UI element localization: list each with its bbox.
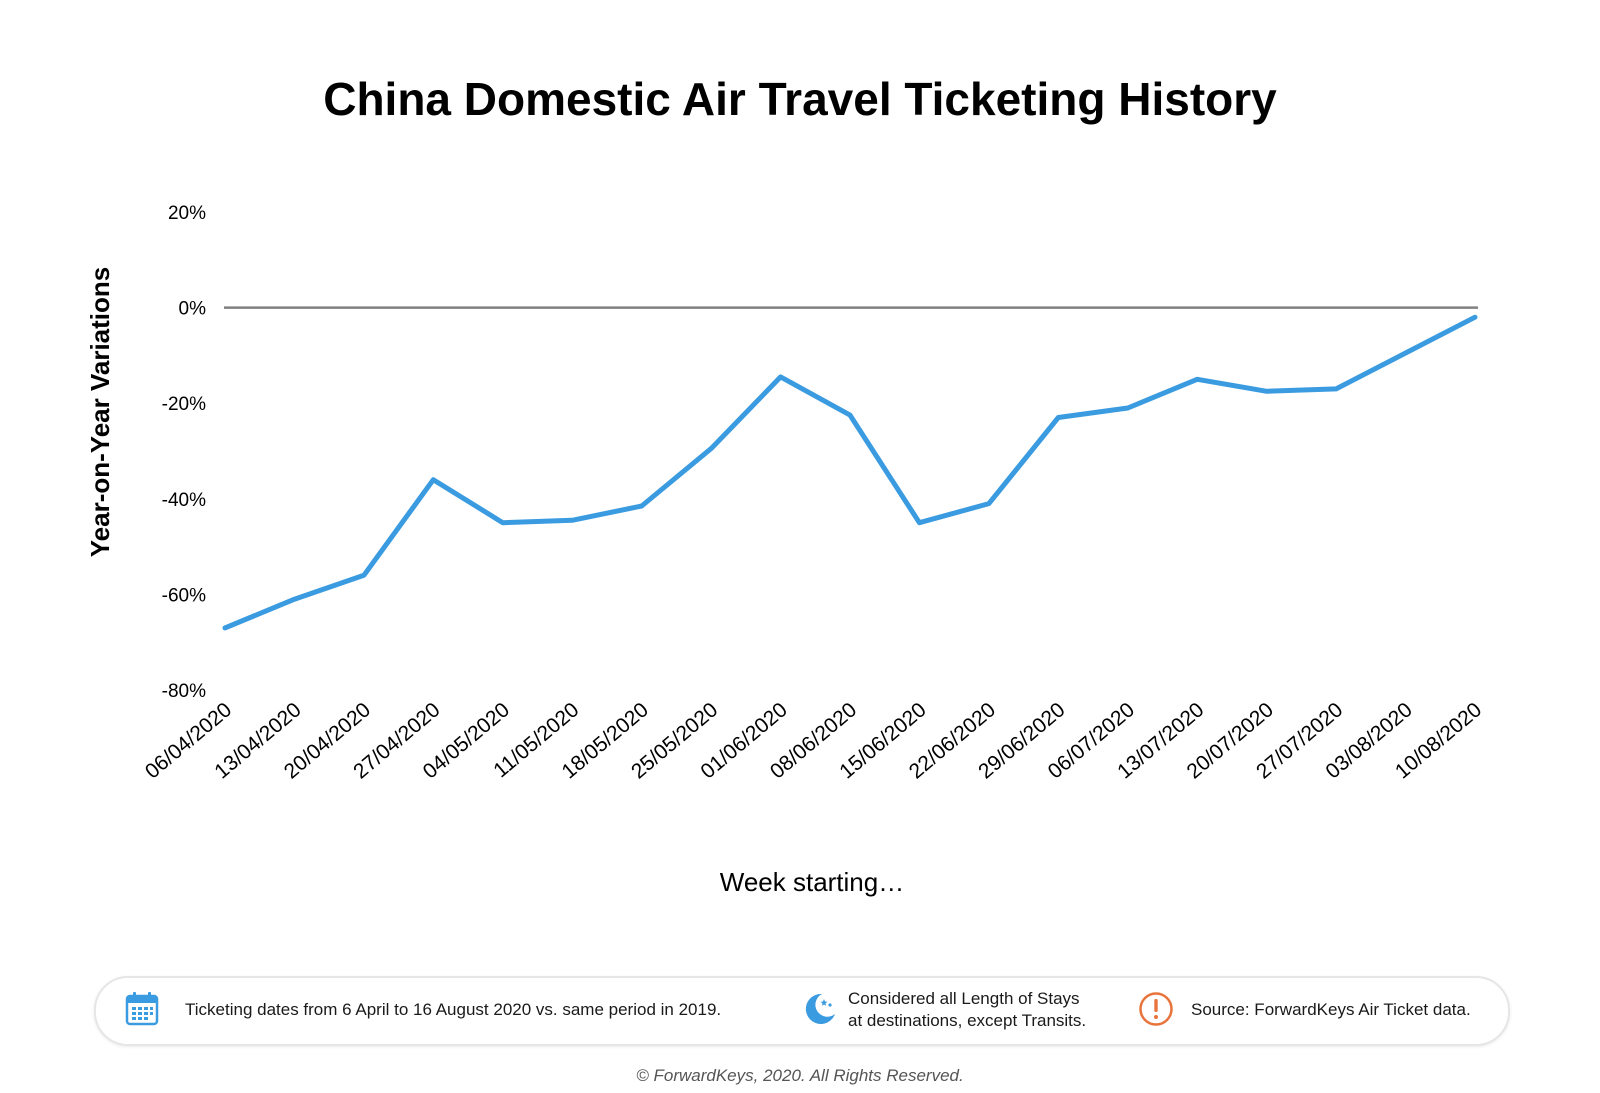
y-axis-ticks: 20% 0% -20% -40% -60% -80% (162, 203, 206, 702)
footer-info-box (94, 976, 1510, 1046)
calendar-icon (125, 992, 159, 1026)
y-tick-label: -80% (162, 681, 206, 702)
y-tick-label: -60% (162, 585, 206, 606)
y-tick-label: -20% (162, 394, 206, 415)
exclamation-circle-icon (1139, 992, 1173, 1026)
copyright-text: © ForwardKeys, 2020. All Rights Reserved… (636, 1066, 964, 1085)
y-axis-title: Year-on-Year Variations (85, 267, 115, 557)
chart-title: China Domestic Air Travel Ticketing Hist… (323, 73, 1277, 125)
x-axis-title: Week starting… (720, 867, 904, 897)
footer-dates-text: Ticketing dates from 6 April to 16 Augus… (185, 1000, 722, 1019)
footer-stays-line1: Considered all Length of Stays (848, 989, 1080, 1008)
footer-stays-line2: at destinations, except Transits. (848, 1011, 1087, 1030)
moon-stars-icon (805, 993, 835, 1024)
y-tick-label: 0% (179, 299, 207, 320)
footer-source-text: Source: ForwardKeys Air Ticket data. (1191, 1000, 1471, 1019)
series-line (222, 314, 1478, 631)
y-tick-label: 20% (168, 203, 206, 224)
y-tick-label: -40% (162, 490, 206, 511)
x-axis-ticks: 06/04/202013/04/202020/04/202027/04/2020… (141, 698, 1486, 783)
